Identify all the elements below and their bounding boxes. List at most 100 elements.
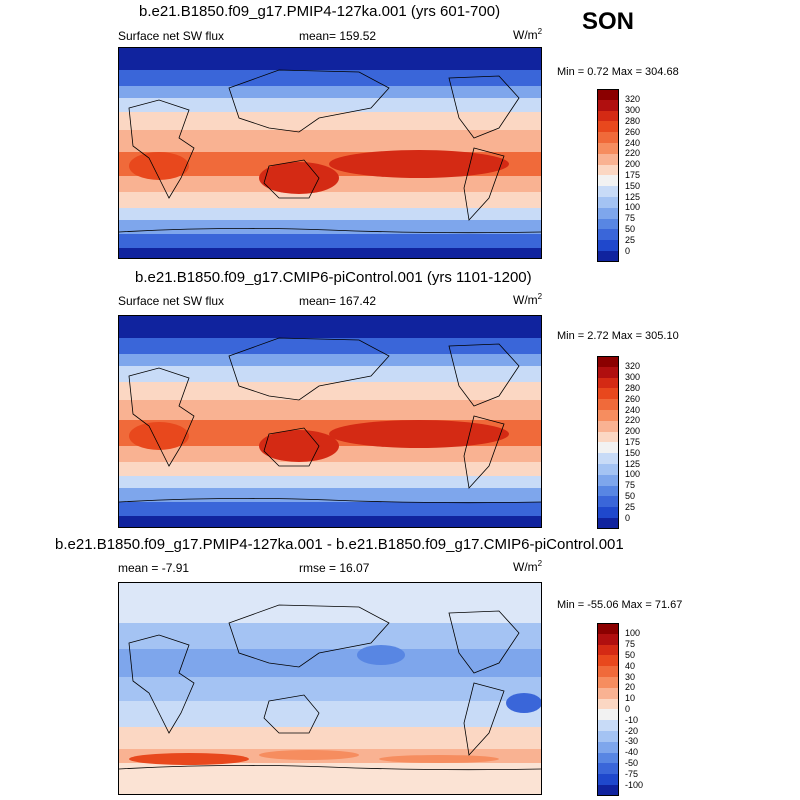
colorbar-swatch: [597, 377, 619, 389]
colorbar-swatch: [597, 99, 619, 112]
colorbar-tick-label: 300: [625, 105, 641, 116]
colorbar-tick-label: 50: [625, 649, 636, 660]
panel-2-mean-label: mean= 167.42: [299, 294, 377, 308]
colorbar-tick-label: 0: [625, 512, 631, 523]
colorbar-swatch: [597, 431, 619, 443]
panel-3-units: W/m2: [513, 559, 543, 574]
colorbar-swatch: [597, 774, 619, 786]
colorbar-swatch: [597, 677, 619, 689]
colorbar-swatch: [597, 442, 619, 454]
colorbar-swatch: [597, 399, 619, 411]
colorbar-swatch: [597, 623, 619, 635]
colorbar-tick-label: 25: [625, 234, 636, 245]
panel-1-map: [118, 47, 542, 259]
colorbar-swatch: [597, 666, 619, 678]
colorbar-tick-label: 260: [625, 126, 641, 137]
panel-3-mean-label: mean = -7.91: [118, 561, 190, 575]
colorbar-swatch: [597, 164, 619, 176]
colorbar-swatch: [597, 207, 619, 220]
panel-1-minmax: Min = 0.72 Max = 304.68: [557, 66, 679, 78]
colorbar-tick-label: 150: [625, 447, 641, 458]
colorbar-tick-label: 30: [625, 671, 636, 682]
panel-1-variable-label: Surface net SW flux: [118, 29, 225, 43]
colorbar-tick-label: 320: [625, 94, 641, 105]
colorbar-tick-label: 280: [625, 115, 641, 126]
colorbar-tick-label: 300: [625, 372, 641, 383]
colorbar-tick-label: -40: [625, 747, 639, 758]
colorbar-tick-label: 75: [625, 213, 636, 224]
colorbar-swatch: [597, 485, 619, 497]
colorbar-tick-label: -50: [625, 757, 639, 768]
colorbar-swatch: [597, 731, 619, 743]
panel-3-rmse-label: rmse = 16.07: [299, 561, 370, 575]
colorbar-swatch: [597, 453, 619, 465]
colorbar-swatch: [597, 633, 619, 646]
colorbar-tick-label: -30: [625, 736, 639, 747]
colorbar-swatch: [597, 366, 619, 379]
colorbar-swatch: [597, 698, 619, 710]
colorbar-tick-label: 220: [625, 415, 641, 426]
colorbar-tick-label: 320: [625, 361, 641, 372]
panel-2-title: b.e21.B1850.f09_g17.CMIP6-piControl.001 …: [135, 269, 532, 286]
colorbar-swatch: [597, 785, 619, 797]
colorbar-swatch: [597, 655, 619, 667]
colorbar-tick-label: 240: [625, 404, 641, 415]
colorbar-tick-label: 125: [625, 191, 641, 202]
panel-2-minmax: Min = 2.72 Max = 305.10: [557, 330, 679, 342]
colorbar-tick-label: -20: [625, 725, 639, 736]
colorbar-tick-label: 200: [625, 159, 641, 170]
panel-2-units: W/m2: [513, 292, 543, 307]
panel-3-map: [118, 582, 542, 795]
colorbar-swatch: [597, 240, 619, 252]
colorbar-swatch: [597, 197, 619, 209]
colorbar-swatch: [597, 410, 619, 422]
colorbar-tick-label: -75: [625, 768, 639, 779]
colorbar-tick-label: 150: [625, 180, 641, 191]
colorbar-tick-label: 75: [625, 639, 636, 650]
panel-2-map: [118, 315, 542, 528]
panel-1-title: b.e21.B1850.f09_g17.PMIP4-127ka.001 (yrs…: [139, 3, 501, 20]
colorbar-tick-label: 175: [625, 169, 641, 180]
colorbar-swatch: [597, 741, 619, 754]
colorbar-tick-label: -10: [625, 714, 639, 725]
colorbar-swatch: [597, 388, 619, 400]
colorbar-swatch: [597, 763, 619, 775]
colorbar-tick-label: 25: [625, 501, 636, 512]
colorbar-swatch: [597, 251, 619, 263]
colorbar-swatch: [597, 218, 619, 230]
colorbar-tick-label: 100: [625, 202, 641, 213]
colorbar-tick-label: 75: [625, 480, 636, 491]
panel-1-mean-label: mean= 159.52: [299, 29, 377, 43]
colorbar-tick-label: 100: [625, 628, 641, 639]
colorbar-tick-label: 175: [625, 436, 641, 447]
colorbar-tick-label: 240: [625, 137, 641, 148]
colorbar-swatch: [597, 89, 619, 101]
colorbar-tick-label: 40: [625, 660, 636, 671]
panel-3-minmax: Min = -55.06 Max = 71.67: [557, 599, 683, 611]
colorbar-swatch: [597, 110, 619, 122]
season-label: SON: [582, 8, 635, 35]
colorbar-swatch: [597, 752, 619, 764]
colorbar-tick-label: 0: [625, 703, 631, 714]
colorbar-swatch: [597, 175, 619, 187]
colorbar-tick-label: 200: [625, 426, 641, 437]
colorbar-swatch: [597, 687, 619, 700]
colorbar-tick-label: 20: [625, 682, 636, 693]
panel-2-variable-label: Surface net SW flux: [118, 294, 225, 308]
colorbar-swatch: [597, 518, 619, 530]
colorbar-swatch: [597, 420, 619, 433]
colorbar-swatch: [597, 229, 619, 241]
colorbar-tick-label: -100: [625, 779, 644, 790]
colorbar-tick-label: 10: [625, 693, 636, 704]
colorbar-tick-label: 50: [625, 490, 636, 501]
colorbar-tick-label: 100: [625, 469, 641, 480]
colorbar-swatch: [597, 121, 619, 133]
colorbar-tick-label: 125: [625, 458, 641, 469]
colorbar-swatch: [597, 496, 619, 508]
colorbar-swatch: [597, 720, 619, 732]
colorbar-swatch: [597, 474, 619, 487]
colorbar-swatch: [597, 709, 619, 721]
colorbar-tick-label: 50: [625, 223, 636, 234]
panel-1-units: W/m2: [513, 27, 543, 42]
colorbar-swatch: [597, 356, 619, 368]
